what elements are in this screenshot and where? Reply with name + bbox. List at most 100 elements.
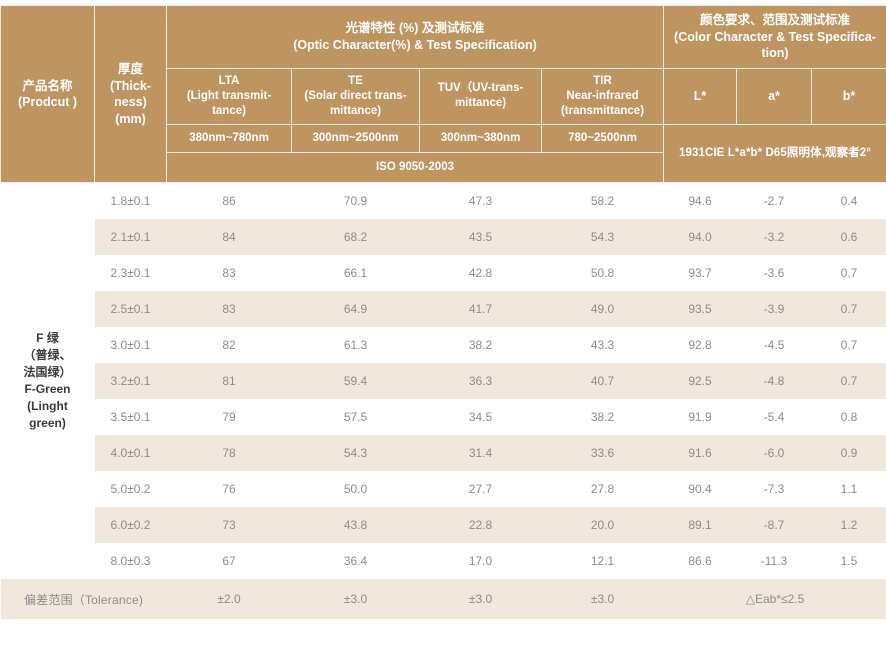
tolerance-row: 偏差范围（Tolerance) ±2.0 ±3.0 ±3.0 ±3.0 △Eab*≤2.5 xyxy=(0,579,886,620)
cell-l-star: 91.6 xyxy=(663,435,737,472)
cell-l-star: 92.5 xyxy=(663,363,737,400)
cell-te: 50.0 xyxy=(291,471,420,508)
cell-tir: 58.2 xyxy=(541,182,664,220)
table-row: 3.5±0.1 79 57.5 34.5 38.2 91.9 -5.4 0.8 xyxy=(1,399,886,436)
table-row: 2.1±0.1 84 68.2 43.5 54.3 94.0 -3.2 0.6 xyxy=(1,219,886,256)
tolerance-te: ±3.0 xyxy=(291,579,420,620)
header-range-tuv: 300nm~380nm xyxy=(419,124,542,154)
table-row: 4.0±0.1 78 54.3 31.4 33.6 91.6 -6.0 0.9 xyxy=(1,435,886,472)
cell-thickness: 4.0±0.1 xyxy=(94,435,167,472)
header-range-te: 300nm~2500nm xyxy=(291,124,420,154)
cell-b-star: 1.2 xyxy=(811,507,886,544)
cell-a-star: -3.2 xyxy=(736,219,812,256)
cell-b-star: 0.7 xyxy=(811,291,886,328)
header-col-b-star: b* xyxy=(811,67,886,126)
cell-thickness: 2.1±0.1 xyxy=(94,219,167,256)
header-col-lta: LTA (Light transmit-tance) xyxy=(166,67,292,126)
cell-tuv: 36.3 xyxy=(419,363,542,400)
cell-l-star: 91.9 xyxy=(663,399,737,436)
cell-thickness: 2.5±0.1 xyxy=(94,291,167,328)
cell-l-star: 94.0 xyxy=(663,219,737,256)
header-row-ranges: 380nm~780nm 300nm~2500nm 300nm~380nm 780… xyxy=(1,124,886,184)
cell-b-star: 0.6 xyxy=(811,219,886,256)
cell-te: 36.4 xyxy=(291,543,420,580)
cell-a-star: -3.6 xyxy=(736,255,812,292)
cell-thickness: 3.5±0.1 xyxy=(94,399,167,436)
cell-thickness: 6.0±0.2 xyxy=(94,507,167,544)
header-range-lta: 380nm~780nm xyxy=(166,124,292,154)
table-row: 3.0±0.1 82 61.3 38.2 43.3 92.8 -4.5 0.7 xyxy=(1,327,886,364)
cell-te: 66.1 xyxy=(291,255,420,292)
cell-tir: 50.8 xyxy=(541,255,664,292)
cell-tir: 38.2 xyxy=(541,399,664,436)
cell-a-star: -8.7 xyxy=(736,507,812,544)
header-col-te: TE (Solar direct trans-mittance) xyxy=(291,67,420,126)
specification-table: 产品名称 (Prodcut ) 厚度 (Thick-ness) (mm) 光谱特性 (… xyxy=(0,4,886,620)
cell-lta: 76 xyxy=(166,471,292,508)
cell-thickness: 1.8±0.1 xyxy=(94,182,167,220)
cell-lta: 83 xyxy=(166,291,292,328)
header-row-columns: LTA (Light transmit-tance) TE (Solar direc… xyxy=(1,67,886,126)
cell-thickness: 3.0±0.1 xyxy=(94,327,167,364)
header-range-tir: 780~2500nm xyxy=(541,124,664,154)
cell-lta: 83 xyxy=(166,255,292,292)
cell-l-star: 93.7 xyxy=(663,255,737,292)
cell-l-star: 92.8 xyxy=(663,327,737,364)
cell-b-star: 0.7 xyxy=(811,327,886,364)
cell-b-star: 1.5 xyxy=(811,543,886,580)
table-row: 8.0±0.3 67 36.4 17.0 12.1 86.6 -11.3 1.5 xyxy=(1,543,886,580)
table-row: 3.2±0.1 81 59.4 36.3 40.7 92.5 -4.8 0.7 xyxy=(1,363,886,400)
cell-product-name: F 绿（普绿、 法国绿） F-Green (Linght green) xyxy=(0,182,95,580)
cell-lta: 82 xyxy=(166,327,292,364)
cell-lta: 67 xyxy=(166,543,292,580)
cell-te: 64.9 xyxy=(291,291,420,328)
cell-tir: 43.3 xyxy=(541,327,664,364)
cell-tir: 40.7 xyxy=(541,363,664,400)
tolerance-delta-eab: △Eab*≤2.5 xyxy=(663,579,886,620)
header-col-l-star: L* xyxy=(663,67,737,126)
cell-b-star: 0.7 xyxy=(811,363,886,400)
header-optic-group: 光谱特性 (%) 及测试标准 (Optic Character(%) & Test… xyxy=(166,5,664,69)
cell-tir: 33.6 xyxy=(541,435,664,472)
cell-a-star: -6.0 xyxy=(736,435,812,472)
cell-tir: 49.0 xyxy=(541,291,664,328)
cell-tir: 12.1 xyxy=(541,543,664,580)
cell-tuv: 41.7 xyxy=(419,291,542,328)
header-thickness: 厚度 (Thick-ness) (mm) xyxy=(94,4,167,184)
cell-thickness: 2.3±0.1 xyxy=(94,255,167,292)
cell-tuv: 31.4 xyxy=(419,435,542,472)
cell-b-star: 0.8 xyxy=(811,399,886,436)
tolerance-lta: ±2.0 xyxy=(166,579,292,620)
cell-tuv: 22.8 xyxy=(419,507,542,544)
cell-a-star: -4.8 xyxy=(736,363,812,400)
header-color-standard: 1931CIE L*a*b* D65照明体,观察者2° xyxy=(663,124,886,184)
cell-tuv: 42.8 xyxy=(419,255,542,292)
cell-a-star: -7.3 xyxy=(736,471,812,508)
header-product-name: 产品名称 (Prodcut ) xyxy=(0,4,95,184)
table-body: F 绿（普绿、 法国绿） F-Green (Linght green) 1.8±0.1 86… xyxy=(0,182,886,620)
cell-lta: 73 xyxy=(166,507,292,544)
cell-lta: 86 xyxy=(166,182,292,220)
header-row-groups: 产品名称 (Prodcut ) 厚度 (Thick-ness) (mm) 光谱特性 (… xyxy=(0,4,886,184)
cell-tuv: 43.5 xyxy=(419,219,542,256)
cell-lta: 79 xyxy=(166,399,292,436)
tolerance-tir: ±3.0 xyxy=(541,579,664,620)
cell-tuv: 38.2 xyxy=(419,327,542,364)
header-col-tuv: TUV（UV-trans-mittance) xyxy=(419,67,542,126)
table-row: 6.0±0.2 73 43.8 22.8 20.0 89.1 -8.7 1.2 xyxy=(1,507,886,544)
tolerance-tuv: ±3.0 xyxy=(419,579,542,620)
cell-l-star: 94.6 xyxy=(663,182,737,220)
cell-a-star: -3.9 xyxy=(736,291,812,328)
cell-lta: 81 xyxy=(166,363,292,400)
cell-a-star: -5.4 xyxy=(736,399,812,436)
cell-thickness: 3.2±0.1 xyxy=(94,363,167,400)
cell-a-star: -11.3 xyxy=(736,543,812,580)
cell-lta: 84 xyxy=(166,219,292,256)
header-col-tir: TIR Near-infrared (transmittance) xyxy=(541,67,664,126)
cell-tuv: 34.5 xyxy=(419,399,542,436)
cell-a-star: -2.7 xyxy=(736,182,812,220)
cell-tir: 54.3 xyxy=(541,219,664,256)
table-row: 2.3±0.1 83 66.1 42.8 50.8 93.7 -3.6 0.7 xyxy=(1,255,886,292)
cell-l-star: 89.1 xyxy=(663,507,737,544)
